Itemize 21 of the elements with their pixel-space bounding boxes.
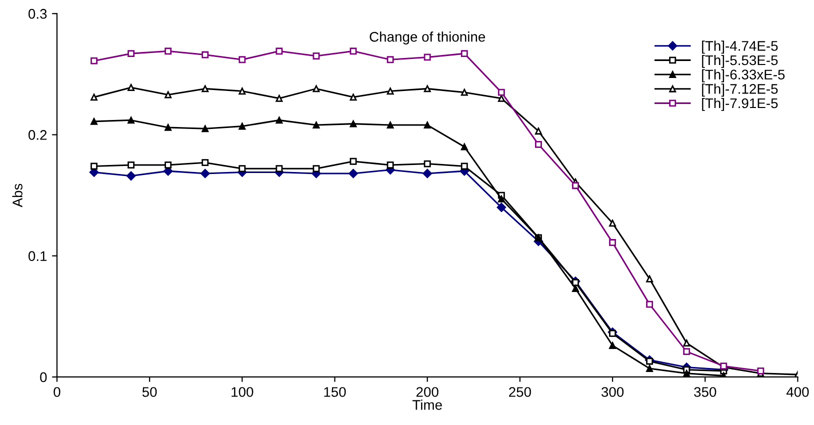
x-tick-label: 400 (786, 387, 809, 397)
x-tick-label: 0 (54, 387, 60, 397)
legend-label: [Th]-7.12E-5 (702, 84, 778, 97)
legend-label: [Th]-5.53E-5 (702, 54, 778, 68)
y-tick-label: 0.2 (28, 130, 47, 140)
y-tick-label: 0.1 (28, 251, 47, 262)
y-axis-title: Abs (12, 184, 22, 208)
x-tick-label: 150 (324, 387, 346, 397)
y-tick-label: 0 (40, 372, 47, 382)
legend-label: [Th]-6.33xE-5 (702, 69, 785, 82)
x-tick-label: 100 (232, 387, 254, 397)
legend-label: [Th]-7.91E-5 (702, 98, 778, 111)
x-axis-title: Time (412, 400, 442, 410)
legend-label: [Th]-4.74E-5 (702, 40, 778, 54)
x-tick-label: 300 (601, 387, 624, 397)
x-tick-label: 250 (509, 387, 531, 397)
y-tick-label: 0.3 (28, 8, 47, 19)
x-tick-label: 200 (416, 387, 438, 397)
x-tick-label: 350 (694, 387, 716, 397)
x-tick-label: 50 (142, 387, 157, 397)
text: Change of thionine (370, 32, 486, 44)
